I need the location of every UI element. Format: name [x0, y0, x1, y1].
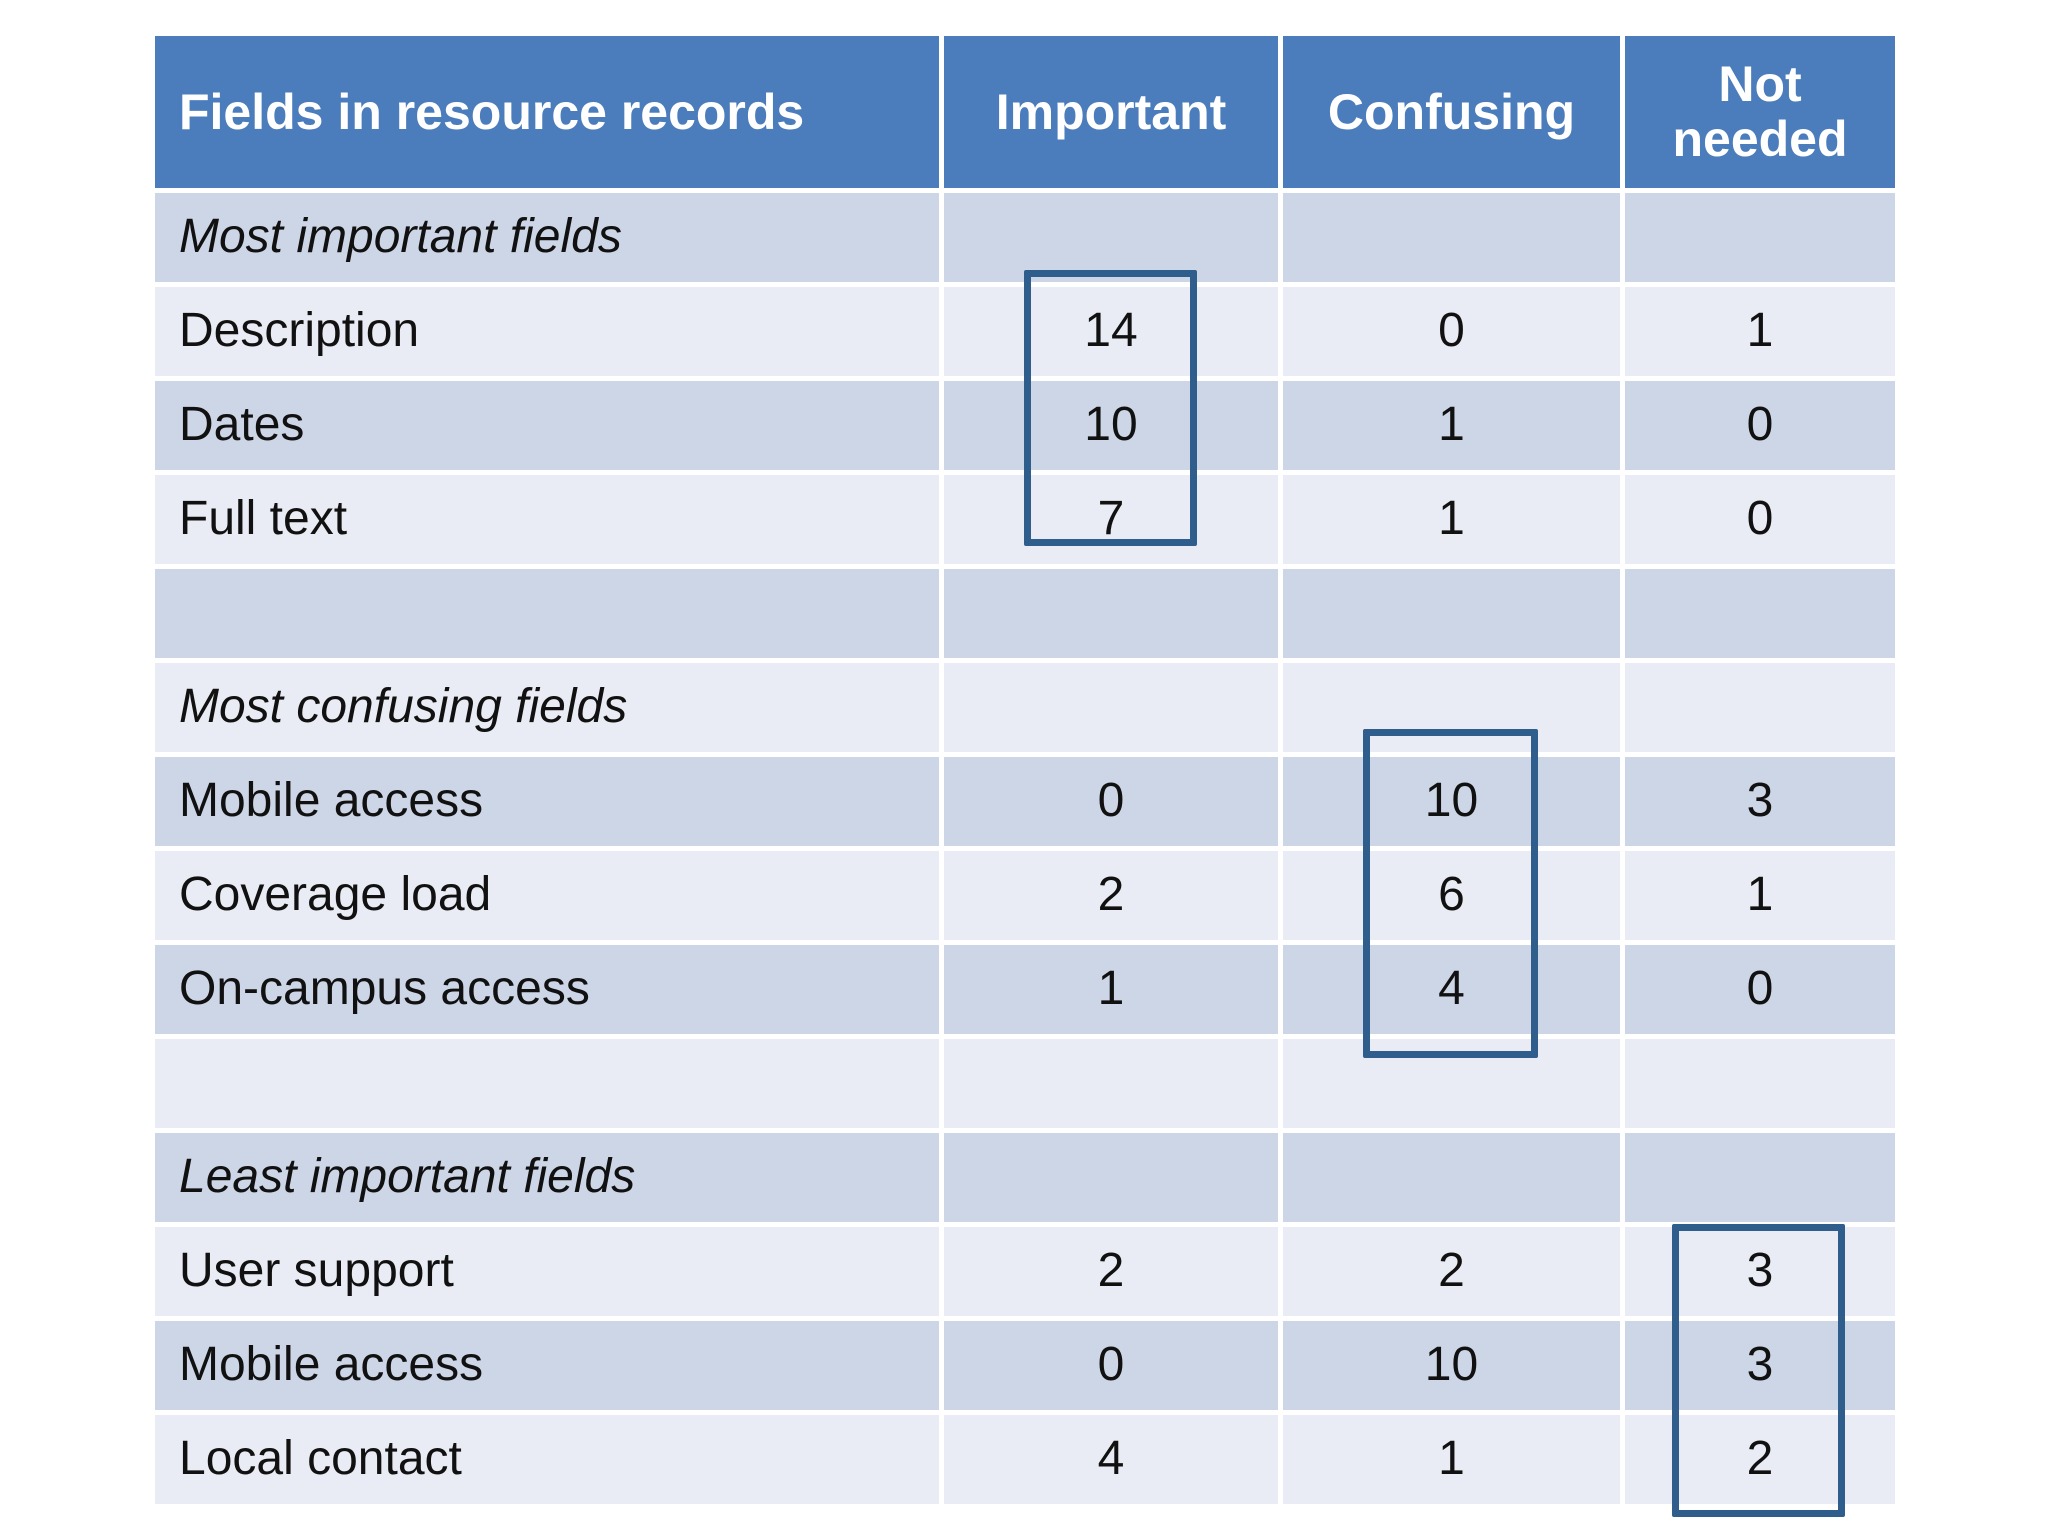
- empty-cell: [944, 193, 1278, 282]
- row-label-cell: Description: [155, 287, 939, 376]
- row-label-cell: User support: [155, 1227, 939, 1316]
- value-cell-confusing: 1: [1283, 1415, 1620, 1504]
- empty-cell: [944, 569, 1278, 658]
- row-label-cell: Coverage load: [155, 851, 939, 940]
- value-cell-not-needed: 3: [1625, 1321, 1895, 1410]
- value-cell-important: 7: [944, 475, 1278, 564]
- section-label-cell: Most important fields: [155, 193, 939, 282]
- value-cell-important: 4: [944, 1415, 1278, 1504]
- value-cell-not-needed: 0: [1625, 381, 1895, 470]
- value-cell-not-needed: 1: [1625, 851, 1895, 940]
- row-label-cell: Mobile access: [155, 757, 939, 846]
- value-cell-not-needed: 2: [1625, 1415, 1895, 1504]
- empty-cell: [155, 1039, 939, 1128]
- value-cell-confusing: 1: [1283, 475, 1620, 564]
- value-cell-important: 14: [944, 287, 1278, 376]
- row-label-cell: Local contact: [155, 1415, 939, 1504]
- header-cell-fields: Fields in resource records: [155, 36, 939, 188]
- empty-cell: [1283, 663, 1620, 752]
- row-label-cell: Dates: [155, 381, 939, 470]
- value-cell-confusing: 2: [1283, 1227, 1620, 1316]
- value-cell-confusing: 4: [1283, 945, 1620, 1034]
- empty-cell: [1625, 663, 1895, 752]
- value-cell-important: 0: [944, 757, 1278, 846]
- empty-cell: [155, 569, 939, 658]
- row-label-cell: On-campus access: [155, 945, 939, 1034]
- empty-cell: [944, 663, 1278, 752]
- empty-cell: [1625, 1039, 1895, 1128]
- row-label-cell: Mobile access: [155, 1321, 939, 1410]
- value-cell-not-needed: 0: [1625, 945, 1895, 1034]
- highlight-box-not-needed: [1672, 1224, 1845, 1517]
- value-cell-not-needed: 3: [1625, 1227, 1895, 1316]
- row-label-cell: Full text: [155, 475, 939, 564]
- empty-cell: [1283, 193, 1620, 282]
- value-cell-important: 0: [944, 1321, 1278, 1410]
- empty-cell: [1625, 1133, 1895, 1222]
- header-cell-important: Important: [944, 36, 1278, 188]
- header-cell-not-needed: Not needed: [1625, 36, 1895, 188]
- value-cell-important: 2: [944, 1227, 1278, 1316]
- empty-cell: [1283, 569, 1620, 658]
- value-cell-confusing: 0: [1283, 287, 1620, 376]
- value-cell-not-needed: 1: [1625, 287, 1895, 376]
- section-label-cell: Most confusing fields: [155, 663, 939, 752]
- value-cell-confusing: 6: [1283, 851, 1620, 940]
- empty-cell: [1625, 569, 1895, 658]
- value-cell-confusing: 10: [1283, 757, 1620, 846]
- highlight-box-important: [1024, 270, 1197, 546]
- header-cell-confusing: Confusing: [1283, 36, 1620, 188]
- empty-cell: [1283, 1133, 1620, 1222]
- value-cell-not-needed: 0: [1625, 475, 1895, 564]
- empty-cell: [944, 1133, 1278, 1222]
- value-cell-confusing: 1: [1283, 381, 1620, 470]
- value-cell-important: 2: [944, 851, 1278, 940]
- empty-cell: [1625, 193, 1895, 282]
- value-cell-confusing: 10: [1283, 1321, 1620, 1410]
- value-cell-important: 1: [944, 945, 1278, 1034]
- empty-cell: [944, 1039, 1278, 1128]
- highlight-box-confusing: [1363, 729, 1538, 1058]
- survey-results-table: Fields in resource records Important Con…: [155, 36, 1895, 1504]
- value-cell-important: 10: [944, 381, 1278, 470]
- section-label-cell: Least important fields: [155, 1133, 939, 1222]
- value-cell-not-needed: 3: [1625, 757, 1895, 846]
